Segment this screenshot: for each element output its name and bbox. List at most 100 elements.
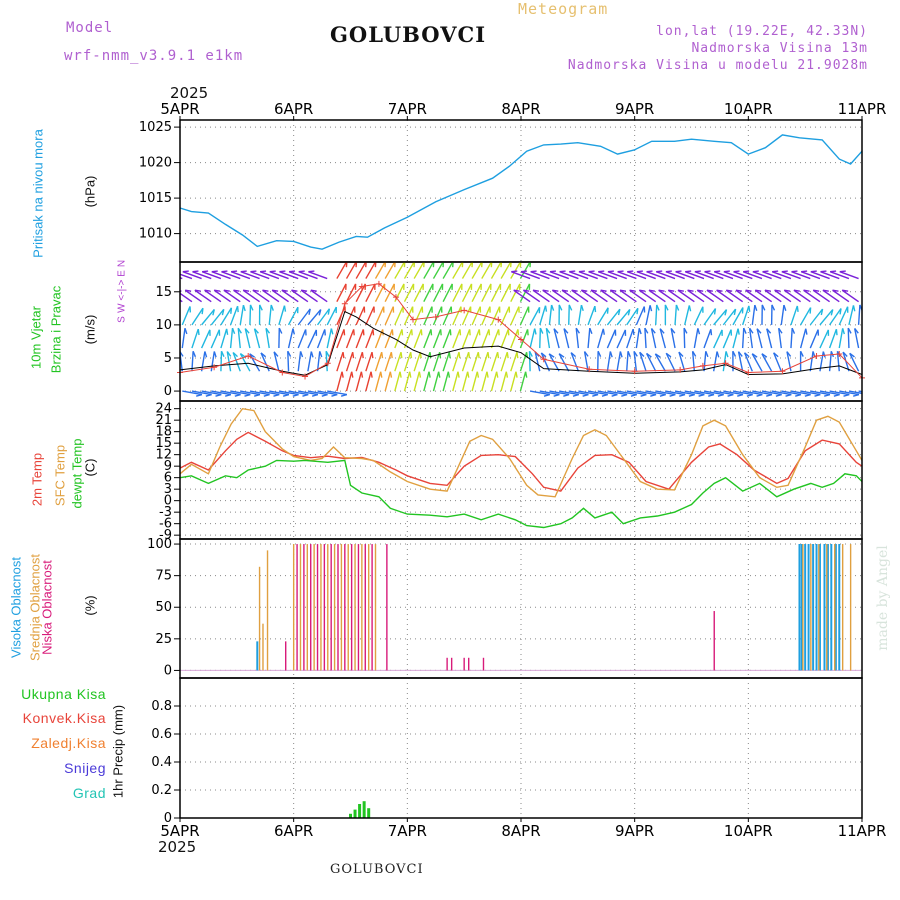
wind-arrow-head: [799, 350, 804, 357]
wind-arrow: [771, 271, 792, 280]
lonlat-info: lon,lat (19.22E, 42.33N): [656, 24, 868, 39]
wind-arrow-head: [627, 270, 634, 273]
temperature-ytick-label: -6: [159, 517, 172, 532]
wind-arrow-head: [584, 351, 589, 357]
wind-arrow: [297, 351, 302, 372]
wind-arrow: [240, 390, 261, 396]
wind-arrow-head: [785, 393, 792, 397]
wind-arrow: [423, 351, 431, 372]
wind-arrow-head: [803, 289, 810, 292]
wind-arrow-head: [292, 328, 296, 335]
wind-arrow: [432, 306, 443, 326]
wind-arrow: [365, 283, 376, 303]
wind-arrow: [471, 329, 480, 349]
wind-arrow-head: [619, 351, 623, 358]
wind-arrow: [452, 371, 459, 392]
wind-arrow-head: [260, 352, 267, 358]
wind-arrow: [522, 289, 541, 303]
wind-arrow: [528, 351, 531, 372]
wind-arrow-head: [243, 289, 250, 292]
wind-arrow: [545, 328, 551, 349]
wind-arrow-head: [839, 308, 842, 315]
wind-arrow: [539, 328, 542, 349]
wind-arrow-head: [636, 270, 643, 273]
x-label-top: 5APR: [160, 100, 199, 118]
wind-ytick-label: 0: [164, 384, 172, 399]
wind-arrow: [778, 328, 782, 349]
wind-arrow: [432, 283, 444, 303]
wind-arrow-head: [391, 329, 394, 336]
precipitation-ytick-label: 0.6: [151, 727, 172, 742]
x-label-bottom: 8APR: [501, 822, 540, 840]
wind-arrow-head: [650, 328, 656, 334]
wind-arrow: [563, 328, 570, 349]
wind-arrow: [529, 306, 541, 326]
wind-arrow-head: [664, 304, 669, 311]
wind-arrow: [355, 371, 363, 392]
wind-arrow-head: [704, 270, 711, 273]
wind-arrow: [607, 390, 628, 396]
wind-arrow: [742, 390, 763, 396]
wind-arrow-head: [458, 352, 461, 359]
precipitation-ytick-label: 0: [164, 811, 172, 826]
pressure-ytick-label: 1020: [139, 156, 172, 171]
gust-line: [179, 283, 863, 379]
wind-arrow-head: [343, 329, 346, 336]
wind-arrow: [732, 390, 753, 396]
wind-arrow-head: [550, 304, 555, 311]
wind-arrow: [200, 351, 206, 372]
wind-arrow: [500, 306, 510, 326]
wind-arrow-head: [830, 309, 834, 316]
wind-arrow-head: [606, 307, 609, 314]
wind-arrow-head: [478, 329, 481, 336]
wind-arrow-head: [449, 329, 452, 336]
wind-arrow-head: [543, 393, 550, 397]
wind-arrow: [519, 283, 531, 303]
wind-arrow-head: [771, 304, 776, 311]
wind-arrow: [580, 289, 599, 303]
wind-arrow: [703, 308, 717, 326]
wind-arrow: [307, 351, 313, 372]
wind-arrow: [539, 305, 547, 326]
wind-arrow: [281, 289, 299, 303]
wind-arrow: [752, 271, 772, 280]
x-label-top: 7APR: [388, 100, 427, 118]
wind-arrow: [432, 371, 440, 392]
wind-arrow-head: [685, 270, 692, 273]
wind-arrow-head: [796, 305, 799, 312]
wind-arrow: [442, 262, 454, 279]
temperature-ytick-label: 0: [164, 494, 172, 509]
wind-arrow-head: [563, 393, 570, 397]
wind-arrow-head: [698, 393, 705, 397]
wind-arrow: [510, 351, 518, 372]
wind-arrow-head: [822, 351, 826, 358]
wind-arrow: [733, 271, 753, 280]
wind-arrow-head: [263, 393, 270, 397]
elevation-info: Nadmorska Visina 13m: [691, 41, 868, 56]
wind-arrow: [737, 351, 744, 372]
wind-arrow: [674, 390, 695, 396]
wind-arrow: [403, 371, 411, 392]
wind-arrow: [635, 328, 640, 349]
wind-arrow: [287, 328, 294, 349]
wind-arrow: [307, 329, 317, 349]
wind-arrow-head: [781, 270, 788, 273]
wind-arrow-head: [196, 393, 203, 397]
wind-arrow: [655, 271, 676, 280]
wind-arrow-head: [687, 289, 694, 292]
wind-arrow-head: [677, 289, 684, 292]
wind-arrow: [832, 289, 850, 303]
wind-arrow-head: [289, 270, 296, 273]
wind-arrow-head: [629, 289, 636, 292]
wind-arrow-head: [524, 371, 528, 378]
wind-arrow: [327, 390, 348, 396]
wind-arrow: [655, 390, 676, 396]
pressure-ytick-label: 1010: [139, 227, 172, 242]
wind-arrow: [233, 289, 251, 303]
wind-arrow: [316, 308, 330, 326]
precip-frozen-legend: Zaledj.Kisa: [31, 735, 106, 751]
wind-arrow-head: [640, 393, 647, 397]
wind-arrow: [365, 371, 372, 392]
wind-arrow-head: [239, 353, 246, 358]
wind-arrow: [635, 306, 645, 326]
